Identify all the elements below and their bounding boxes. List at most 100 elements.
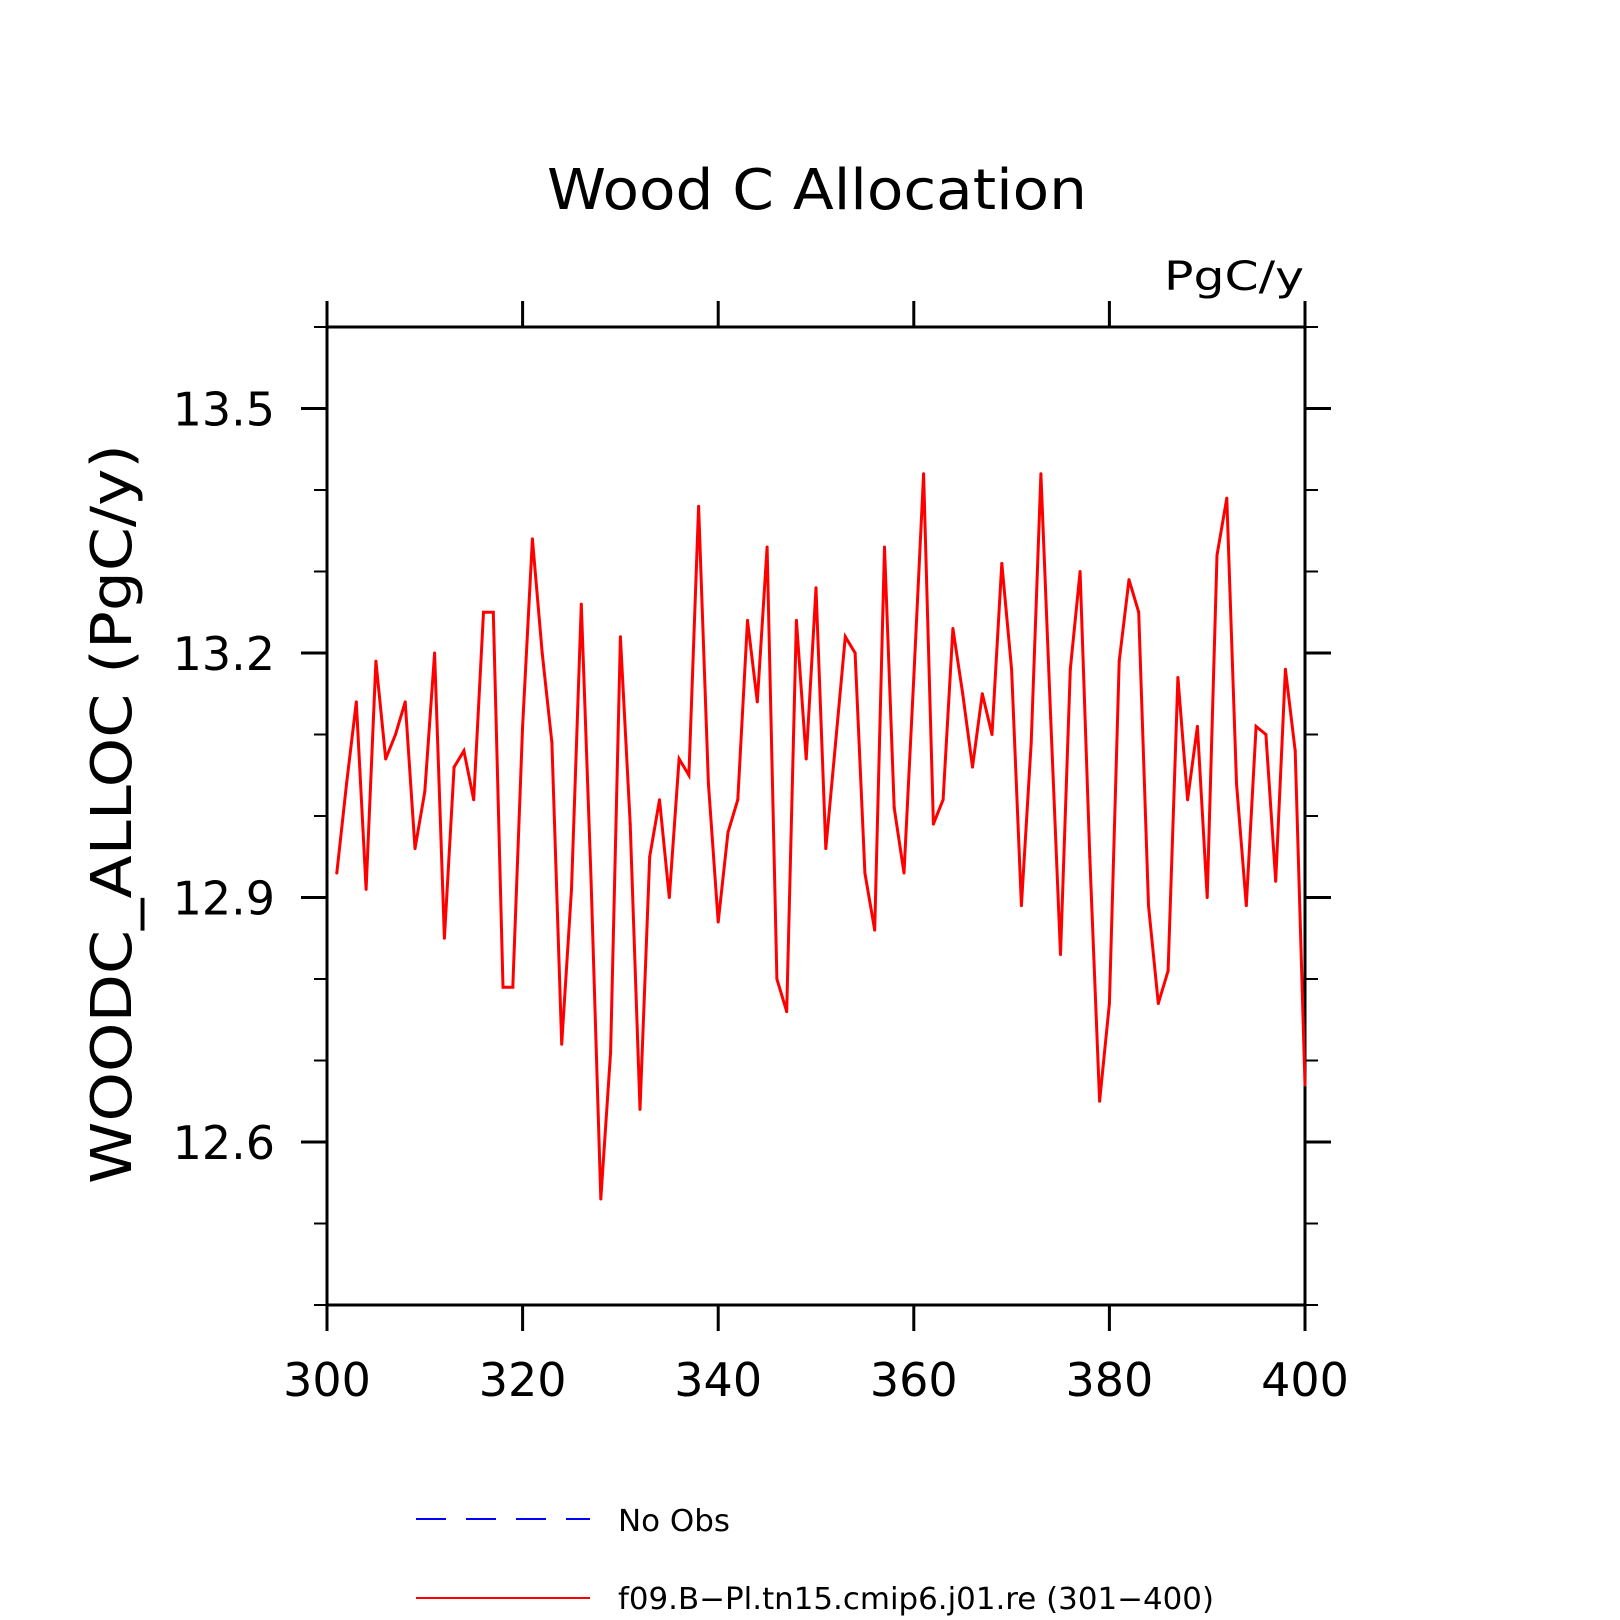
data-point: [1088, 855, 1092, 859]
chart-title: Wood C Allocation: [547, 158, 1087, 223]
data-point: [922, 472, 926, 476]
data-point: [736, 798, 740, 802]
data-point: [1107, 1001, 1111, 1005]
data-point: [1117, 659, 1121, 663]
data-point: [1059, 953, 1062, 957]
data-point: [335, 871, 339, 875]
data-point: [511, 985, 515, 989]
data-point: [746, 618, 750, 622]
data-point: [785, 1010, 789, 1014]
data-point: [1283, 667, 1287, 671]
data-point: [1000, 561, 1004, 565]
x-tick-label: 400: [1261, 1353, 1349, 1407]
data-point: [961, 692, 965, 696]
data-point: [1264, 733, 1268, 736]
data-point: [560, 1042, 564, 1046]
data-point: [589, 879, 593, 883]
data-point: [393, 733, 397, 736]
data-point: [951, 627, 955, 631]
data-point: [1225, 496, 1229, 500]
data-point: [530, 537, 534, 541]
data-point: [716, 920, 720, 924]
legend-label-model: f09.B−Pl.tn15.cmip6.j01.re (301−400): [618, 1582, 1214, 1617]
data-point: [726, 830, 730, 834]
data-point: [521, 724, 525, 728]
data-point: [980, 692, 984, 696]
data-point: [834, 741, 838, 745]
data-point: [853, 651, 857, 655]
y-tick-label: 12.6: [173, 1116, 275, 1170]
data-point: [540, 651, 544, 655]
data-point: [345, 781, 349, 785]
data-point: [1254, 724, 1258, 728]
data-point: [1205, 896, 1209, 899]
data-point: [628, 822, 632, 826]
series-points: [335, 472, 1307, 1201]
data-point: [706, 781, 710, 785]
y-axis-label: WOODC_ALLOC (PgC/y): [80, 444, 145, 1184]
data-point: [433, 651, 437, 655]
data-point: [873, 928, 877, 932]
data-point: [599, 1197, 603, 1201]
legend-label-no-obs: No Obs: [618, 1504, 730, 1539]
data-point: [863, 871, 867, 875]
data-point: [570, 887, 573, 891]
data-point: [843, 635, 847, 639]
x-tick-label: 320: [479, 1353, 567, 1407]
data-point: [354, 700, 358, 704]
data-point: [1098, 1099, 1102, 1103]
data-point: [491, 610, 495, 614]
plot-frame: [325, 325, 1307, 1307]
data-point: [452, 765, 456, 769]
x-tick-label: 360: [870, 1353, 958, 1407]
x-tick-label: 380: [1065, 1353, 1153, 1407]
data-point: [1049, 716, 1053, 720]
data-point: [618, 635, 622, 639]
data-point: [462, 749, 466, 753]
data-point: [403, 700, 407, 704]
data-point: [374, 659, 378, 663]
y-tick-label: 13.5: [173, 383, 275, 437]
data-point: [1235, 781, 1239, 785]
data-point: [579, 602, 583, 606]
data-point: [755, 700, 759, 704]
data-point: [794, 618, 798, 622]
data-point: [1293, 749, 1297, 753]
data-point: [882, 545, 886, 549]
data-point: [697, 504, 701, 508]
data-point: [472, 798, 476, 802]
data-point: [687, 773, 691, 777]
x-tick-label: 340: [674, 1353, 762, 1407]
data-point: [1186, 798, 1190, 802]
data-point: [1127, 578, 1131, 582]
data-point: [609, 1050, 613, 1054]
data-point: [824, 847, 828, 851]
data-point: [1039, 472, 1043, 476]
data-point: [1176, 675, 1180, 679]
data-point: [912, 675, 916, 679]
data-point: [1215, 553, 1219, 557]
data-point: [658, 798, 662, 802]
data-point: [442, 936, 446, 940]
data-point: [481, 610, 485, 614]
data-point: [970, 765, 974, 769]
data-point: [648, 855, 652, 859]
y-tick-label: 13.2: [173, 627, 275, 681]
data-point: [384, 757, 388, 761]
data-point: [423, 790, 427, 794]
data-point: [902, 871, 906, 875]
data-point: [941, 798, 945, 802]
data-point: [814, 586, 818, 590]
data-point: [638, 1107, 642, 1111]
data-point: [1147, 904, 1151, 908]
data-point: [931, 822, 935, 826]
data-point: [677, 757, 681, 761]
data-point: [775, 977, 779, 981]
data-point: [1166, 969, 1170, 973]
data-point: [1019, 904, 1023, 908]
data-point: [1244, 904, 1248, 908]
legend: No Obs f09.B−Pl.tn15.cmip6.j01.re (301−4…: [416, 1504, 1214, 1617]
axis-ticks: [301, 301, 1331, 1331]
data-point: [804, 757, 808, 761]
